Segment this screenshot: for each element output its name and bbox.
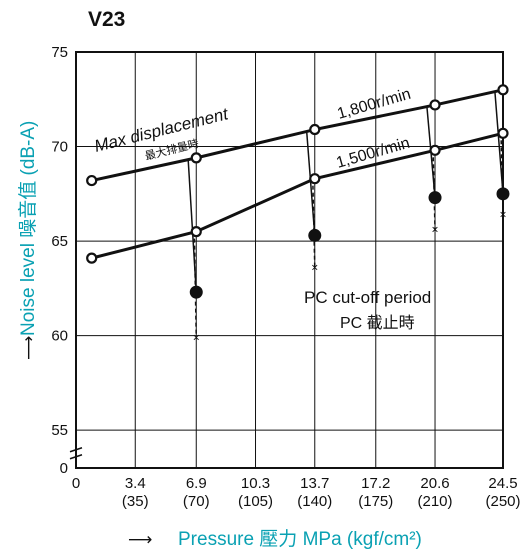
- y-tick-label: 55: [51, 422, 68, 439]
- annotation-pc-cutoff-zh: PC 截止時: [340, 314, 415, 332]
- x-tick-sublabel: (140): [297, 493, 332, 510]
- x-tick-sublabel: (250): [485, 493, 520, 510]
- axis-break-mark: [69, 447, 83, 453]
- series-point: [190, 152, 202, 164]
- y-axis-label: Noise level 噪音值 (dB-A): [17, 121, 39, 336]
- pc-cutoff-point: [189, 285, 203, 299]
- x-tick-sublabel: (210): [418, 493, 453, 510]
- y-axis-arrow-icon: ⟶: [19, 336, 39, 360]
- x-tick-label: 17.2: [361, 475, 390, 492]
- y-tick-label: 65: [51, 233, 68, 250]
- pc-cutoff-x-mark: ×: [432, 223, 439, 237]
- series-point: [86, 174, 98, 187]
- series-point: [309, 173, 321, 185]
- series-point: [309, 123, 321, 136]
- annotation-pc-cutoff: PC cut-off period: [304, 288, 431, 307]
- pc-cutoff-markers: × × × ×: [189, 187, 510, 345]
- x-axis-ticks: 0 3.4(35) 6.9(70) 10.3(105) 13.7(140) 17.2(17…: [72, 475, 521, 510]
- data-series: [86, 84, 509, 338]
- x-tick-label: 10.3: [241, 475, 270, 492]
- x-tick-label: 0: [72, 475, 80, 492]
- grid: [69, 51, 504, 469]
- series-point: [190, 226, 202, 238]
- x-axis-label: Pressure 壓力 MPa (kgf/cm²): [178, 528, 422, 550]
- y-axis-ticks: 75 70 65 60 55 0: [51, 44, 68, 477]
- x-tick-label: 6.9: [186, 475, 207, 492]
- y-tick-label-origin: 0: [60, 460, 68, 477]
- series-point: [497, 127, 509, 139]
- x-tick-label: 24.5: [488, 475, 517, 492]
- x-tick-sublabel: (175): [358, 493, 393, 510]
- axis-break-mark: [69, 454, 83, 460]
- y-tick-label: 75: [51, 44, 68, 61]
- series-point: [429, 144, 441, 156]
- series-point: [497, 84, 509, 96]
- cutoff-dashed-line: [432, 150, 436, 230]
- pc-cutoff-x-mark: ×: [311, 261, 318, 275]
- cutoff-dashed-line: [193, 231, 198, 338]
- x-tick-label: 20.6: [420, 475, 449, 492]
- series-point: [429, 99, 441, 111]
- x-tick-label: 3.4: [125, 475, 146, 492]
- x-tick-sublabel: (105): [238, 493, 273, 510]
- cutoff-dashed-line: [312, 178, 316, 268]
- y-tick-label: 60: [51, 328, 68, 345]
- y-tick-label: 70: [51, 139, 68, 156]
- pc-cutoff-x-mark: ×: [193, 331, 200, 345]
- x-tick-sublabel: (70): [183, 493, 210, 510]
- pc-cutoff-point: [496, 187, 510, 201]
- series-point: [86, 252, 98, 264]
- pc-cutoff-x-mark: ×: [499, 208, 506, 222]
- chart-title: V23: [88, 8, 125, 31]
- pc-cutoff-point: [308, 228, 322, 242]
- pc-cutoff-point: [428, 191, 442, 205]
- cutoff-solid-line: [306, 132, 316, 236]
- x-tick-sublabel: (35): [122, 493, 149, 510]
- x-tick-label: 13.7: [300, 475, 329, 492]
- plot-frame: [75, 51, 504, 469]
- y-axis-label-group: ⟶ Noise level 噪音值 (dB-A): [17, 121, 39, 360]
- x-axis-arrow-icon: ⟶: [128, 530, 152, 550]
